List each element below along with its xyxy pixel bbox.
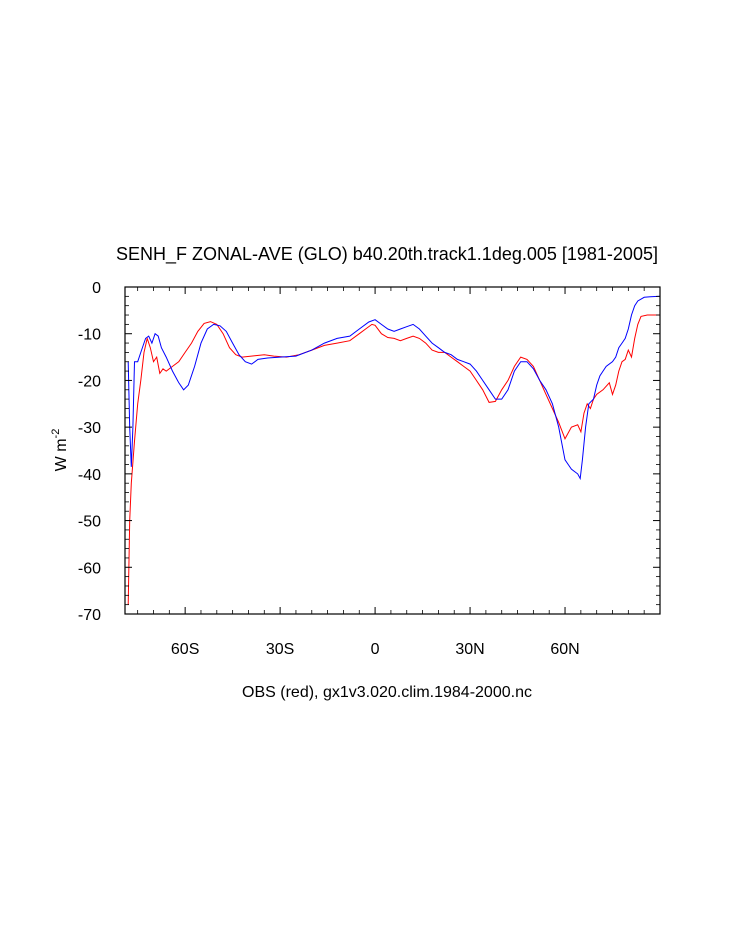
y-tick-label: -30: [78, 420, 101, 437]
x-tick-labels: 60S 30S 0 30N 60N: [171, 641, 580, 658]
plot-lines: [127, 295, 661, 605]
x-tick-label: 0: [371, 641, 380, 658]
axis-ticks: [125, 286, 661, 615]
y-tick-label: -70: [78, 607, 101, 624]
series-line-1: [127, 295, 661, 481]
y-tick-labels: 0 -10 -20 -30 -40 -50 -60 -70: [78, 280, 101, 624]
x-tick-label: 30N: [455, 641, 484, 658]
y-tick-label: -50: [78, 514, 101, 531]
series-line-0: [127, 314, 660, 605]
chart-title: SENH_F ZONAL-AVE (GLO) b40.20th.track1.1…: [116, 244, 658, 265]
x-tick-label: 60S: [171, 641, 199, 658]
plot-frame: [124, 286, 661, 615]
x-tick-label: 60N: [550, 641, 579, 658]
y-axis-label: W m-2: [50, 429, 70, 472]
y-tick-label: -20: [78, 373, 101, 390]
y-axis-label-exponent: -2: [50, 429, 62, 439]
y-tick-label: -40: [78, 467, 101, 484]
chart-caption: OBS (red), gx1v3.020.clim.1984-2000.nc: [242, 684, 532, 701]
y-tick-label: -60: [78, 560, 101, 577]
y-axis-label-base: W m: [53, 438, 70, 471]
x-tick-label: 30S: [266, 641, 294, 658]
y-tick-label: -10: [78, 327, 101, 344]
y-tick-label: 0: [92, 280, 101, 297]
